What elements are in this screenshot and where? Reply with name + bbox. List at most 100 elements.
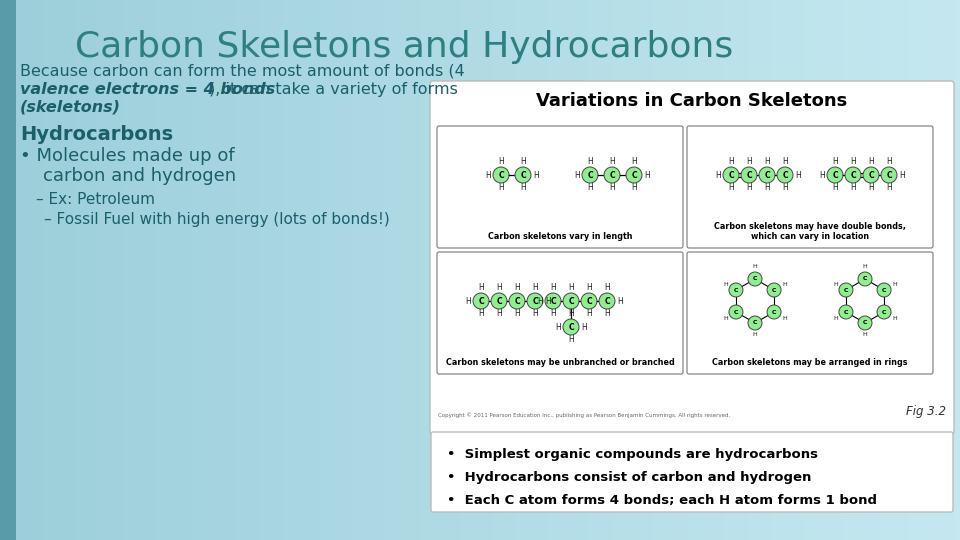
Text: H: H (863, 333, 868, 338)
Text: – Fossil Fuel with high energy (lots of bonds!): – Fossil Fuel with high energy (lots of … (44, 212, 390, 227)
Text: H: H (588, 184, 593, 192)
Text: H: H (545, 296, 551, 306)
Circle shape (626, 167, 642, 183)
Text: H: H (466, 296, 470, 306)
Circle shape (582, 167, 598, 183)
Text: H: H (868, 184, 874, 192)
Circle shape (599, 293, 615, 309)
Text: H: H (515, 309, 520, 319)
Text: H: H (764, 158, 770, 166)
Circle shape (729, 305, 743, 319)
Text: carbon and hydrogen: carbon and hydrogen (20, 167, 236, 185)
Text: H: H (550, 309, 556, 319)
Text: H: H (604, 284, 610, 293)
Bar (0, 0, 16, 540)
Text: H: H (532, 309, 538, 319)
Text: H: H (587, 309, 592, 319)
Text: C: C (496, 296, 502, 306)
Text: Carbon skeletons vary in length: Carbon skeletons vary in length (488, 232, 633, 241)
Text: Fig 3.2: Fig 3.2 (906, 405, 946, 418)
Text: H: H (851, 158, 856, 166)
Text: H: H (900, 171, 905, 179)
Circle shape (863, 167, 879, 183)
Text: H: H (568, 335, 574, 345)
Circle shape (581, 293, 597, 309)
Text: •  Hydrocarbons consist of carbon and hydrogen: • Hydrocarbons consist of carbon and hyd… (447, 471, 811, 484)
Text: H: H (715, 171, 721, 179)
Circle shape (767, 305, 781, 319)
Text: • Molecules made up of: • Molecules made up of (20, 147, 234, 165)
Text: (skeletons): (skeletons) (20, 100, 121, 115)
Text: Carbon skeletons may be unbranched or branched: Carbon skeletons may be unbranched or br… (445, 358, 674, 367)
Text: H: H (886, 158, 892, 166)
Text: H: H (533, 171, 539, 179)
Text: C: C (844, 287, 849, 293)
Circle shape (491, 293, 507, 309)
Text: H: H (892, 281, 897, 287)
Text: Hydrocarbons: Hydrocarbons (20, 125, 173, 144)
Text: H: H (520, 158, 526, 166)
Text: C: C (568, 322, 574, 332)
Text: C: C (733, 309, 738, 314)
Circle shape (515, 167, 531, 183)
Text: C: C (863, 321, 867, 326)
Text: H: H (532, 284, 538, 293)
Text: H: H (782, 281, 787, 287)
Text: H: H (833, 281, 838, 287)
Circle shape (748, 272, 762, 286)
Text: H: H (515, 284, 520, 293)
Text: C: C (729, 171, 733, 179)
Text: H: H (728, 184, 733, 192)
Circle shape (748, 316, 762, 330)
Text: H: H (568, 309, 574, 319)
FancyBboxPatch shape (437, 126, 683, 248)
Text: •  Simplest organic compounds are hydrocarbons: • Simplest organic compounds are hydroca… (447, 448, 818, 461)
Circle shape (545, 293, 561, 309)
Text: C: C (515, 296, 519, 306)
Text: H: H (723, 315, 728, 321)
Text: H: H (496, 309, 502, 319)
Text: C: C (868, 171, 874, 179)
FancyBboxPatch shape (437, 252, 683, 374)
Text: C: C (604, 296, 610, 306)
Circle shape (839, 283, 852, 297)
Circle shape (563, 319, 579, 335)
Text: C: C (772, 287, 777, 293)
Text: H: H (538, 296, 542, 306)
Text: H: H (764, 184, 770, 192)
Text: Carbon skeletons may have double bonds,
which can vary in location: Carbon skeletons may have double bonds, … (714, 221, 906, 241)
Text: C: C (520, 171, 526, 179)
Circle shape (759, 167, 775, 183)
Text: H: H (631, 184, 636, 192)
Text: Because carbon can form the most amount of bonds (4: Because carbon can form the most amount … (20, 64, 465, 79)
Circle shape (767, 283, 781, 297)
Text: C: C (631, 171, 636, 179)
Text: H: H (478, 284, 484, 293)
Text: C: C (851, 171, 855, 179)
Text: H: H (581, 322, 587, 332)
Text: H: H (892, 315, 897, 321)
Text: C: C (532, 296, 538, 306)
Text: H: H (863, 265, 868, 269)
Circle shape (723, 167, 739, 183)
FancyBboxPatch shape (431, 432, 953, 512)
Text: Copyright © 2011 Pearson Education Inc., publishing as Pearson Benjamin Cummings: Copyright © 2011 Pearson Education Inc.,… (438, 413, 731, 418)
Circle shape (527, 293, 543, 309)
Text: H: H (498, 158, 504, 166)
Text: H: H (644, 171, 650, 179)
Text: H: H (833, 315, 838, 321)
Text: C: C (753, 321, 757, 326)
Circle shape (741, 167, 757, 183)
Text: H: H (728, 158, 733, 166)
Text: •  Each C atom forms 4 bonds; each H atom forms 1 bond: • Each C atom forms 4 bonds; each H atom… (447, 494, 877, 507)
Text: H: H (832, 184, 838, 192)
Text: H: H (832, 158, 838, 166)
Text: H: H (617, 296, 623, 306)
Text: H: H (746, 158, 752, 166)
Circle shape (877, 305, 891, 319)
Circle shape (858, 272, 872, 286)
Text: H: H (587, 284, 592, 293)
Text: H: H (498, 184, 504, 192)
Circle shape (881, 167, 897, 183)
Text: C: C (844, 309, 849, 314)
